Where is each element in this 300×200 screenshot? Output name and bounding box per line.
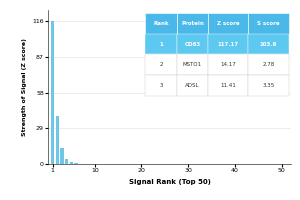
Bar <box>56 116 59 164</box>
X-axis label: Signal Rank (Top 50): Signal Rank (Top 50) <box>129 179 210 185</box>
Y-axis label: Strength of Signal (Z score): Strength of Signal (Z score) <box>22 38 27 136</box>
Bar <box>74 163 78 164</box>
Bar <box>65 159 68 164</box>
Bar <box>51 21 54 164</box>
Bar <box>60 148 64 164</box>
Bar <box>70 162 73 164</box>
